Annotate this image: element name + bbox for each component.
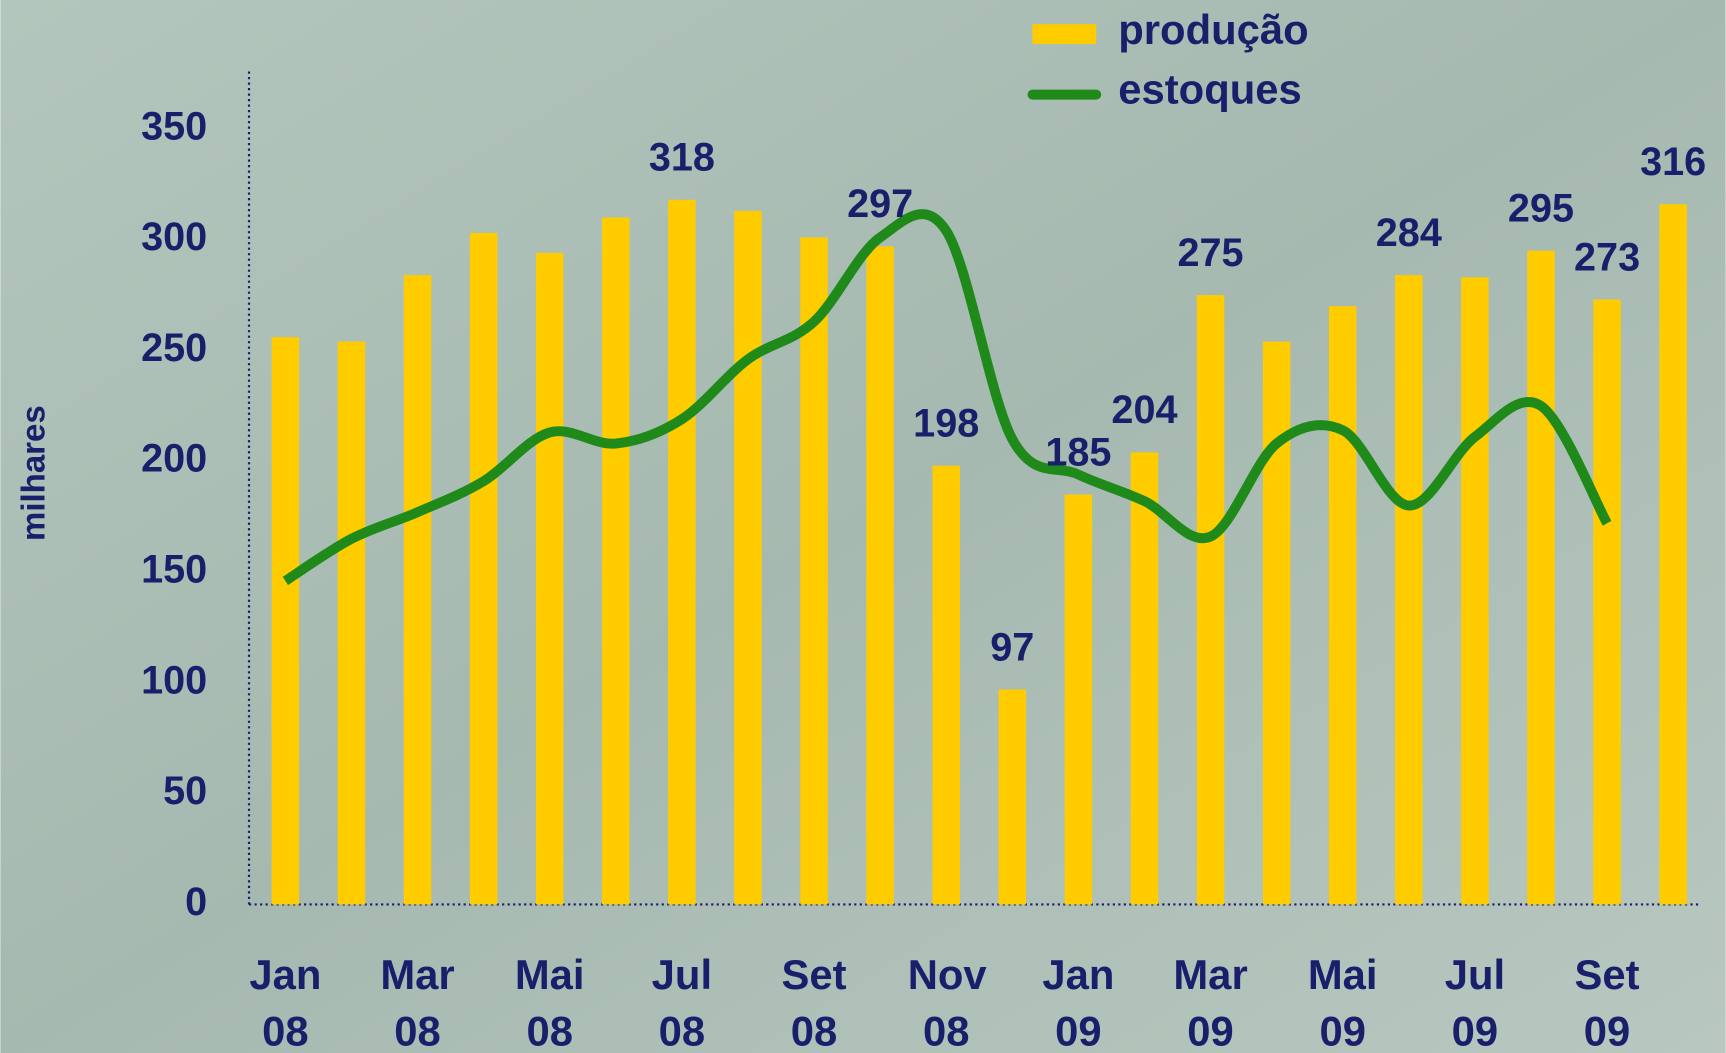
x-tick-label-box: Jan 08: [249, 952, 322, 1053]
bar: [866, 246, 894, 905]
x-tick-label: Jan 08: [249, 952, 322, 1053]
legend-label: estoques: [1118, 65, 1302, 112]
x-tick-label-box: Jul 09: [1444, 952, 1506, 1053]
data-label: 297: [847, 182, 913, 226]
bar: [932, 465, 960, 905]
x-tick-label-box: Mar 09: [1173, 952, 1248, 1053]
bar: [403, 275, 432, 905]
data-label: 318: [649, 136, 715, 180]
bar: [1527, 250, 1555, 905]
bar: [469, 233, 498, 905]
x-tick-label: Mar 09: [1173, 952, 1248, 1053]
x-tick-label-box: Mai 08: [514, 952, 585, 1053]
x-tick-label: Mar 08: [380, 952, 455, 1053]
bar: [602, 217, 630, 905]
y-tick-label: 250: [141, 326, 207, 370]
x-tick-label-box: Set 09: [1574, 952, 1640, 1053]
y-tick-label: 0: [185, 880, 207, 924]
x-tick-label: Set 08: [781, 952, 847, 1053]
bar: [1262, 341, 1291, 905]
line: [282, 209, 1612, 586]
bar: [1593, 299, 1621, 905]
y-tick-label: 200: [141, 437, 207, 481]
bar: [800, 237, 828, 905]
x-tick-label-box: Nov 08: [907, 952, 987, 1053]
y-tick-label: 100: [141, 658, 207, 702]
bar: [1328, 306, 1357, 905]
bar: [734, 210, 762, 905]
data-label: 284: [1376, 211, 1442, 255]
data-label: 185: [1045, 430, 1111, 474]
y-tick-label: 300: [141, 215, 207, 259]
y-tick-label: 150: [141, 548, 207, 592]
bar: [271, 337, 300, 905]
bar: [668, 199, 696, 905]
x-tick-label-box: Mai 09: [1307, 952, 1378, 1053]
y-tick-label: 50: [163, 769, 207, 813]
bar: [1130, 452, 1159, 905]
x-tick-label-box: Set 08: [781, 952, 847, 1053]
data-label: 295: [1508, 187, 1574, 231]
bar: [337, 341, 366, 905]
x-tick-label: Set 09: [1574, 952, 1640, 1053]
data-label: 97: [990, 625, 1034, 669]
bar: [1196, 295, 1225, 905]
y-axis-label: milhares: [14, 405, 51, 541]
bar: [1064, 494, 1093, 905]
data-label: 316: [1640, 140, 1706, 184]
x-tick-label-box: Mar 08: [380, 952, 455, 1053]
x-tick-label: Nov 08: [907, 952, 987, 1053]
data-label: 204: [1111, 388, 1177, 432]
bar: [1395, 275, 1423, 905]
legend-label: produção: [1118, 6, 1308, 53]
x-tick-label-box: Jul 08: [651, 952, 713, 1053]
bar: [1461, 277, 1489, 905]
bar: [998, 689, 1027, 905]
x-tick-label: Jan 09: [1042, 952, 1115, 1053]
data-label: 198: [913, 402, 979, 446]
legend-swatch: [1032, 24, 1097, 45]
x-tick-label: Jul 09: [1444, 952, 1506, 1053]
x-tick-label: Mai 09: [1307, 952, 1378, 1053]
data-label: 273: [1574, 235, 1640, 279]
x-tick-label: Jul 08: [651, 952, 713, 1053]
x-tick-label-box: Jan 09: [1042, 952, 1115, 1053]
x-tick-label: Mai 08: [514, 952, 585, 1053]
bar: [535, 252, 564, 905]
data-label: 275: [1178, 231, 1244, 275]
y-tick-label: 350: [141, 104, 207, 148]
bar: [1659, 204, 1687, 905]
